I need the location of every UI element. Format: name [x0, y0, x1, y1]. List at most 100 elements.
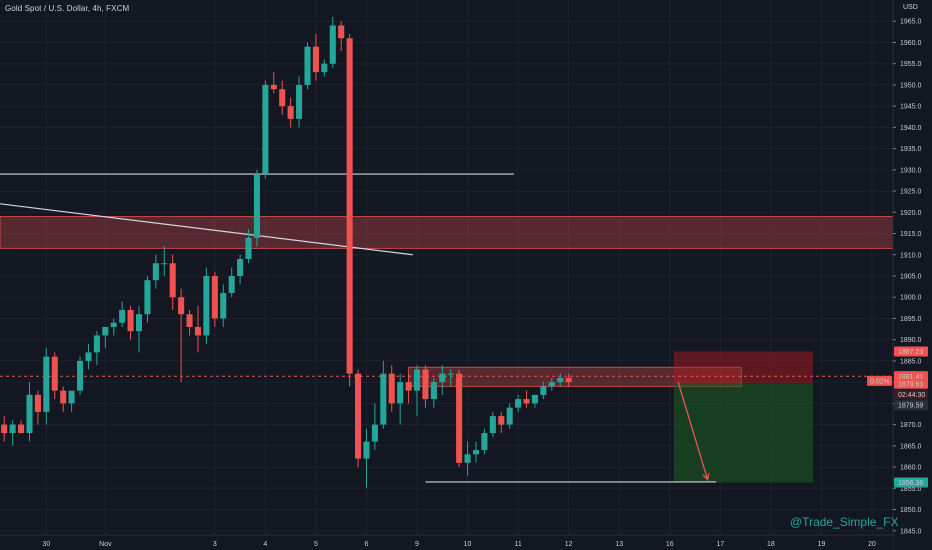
watermark: @Trade_Simple_FX: [790, 515, 899, 529]
price-label: [894, 389, 928, 400]
time-tick-label: 17: [716, 541, 724, 548]
candle: [211, 275, 218, 319]
candle: [203, 275, 210, 336]
candle: [557, 377, 564, 383]
candle: [110, 322, 117, 327]
price-tick-label: 1965.0: [900, 19, 922, 26]
price-axis[interactable]: [893, 0, 932, 550]
price-tick-label: 1845.0: [900, 528, 922, 535]
candle: [194, 326, 202, 336]
time-tick-label: 11: [514, 541, 521, 548]
candle: [346, 38, 353, 374]
time-tick-label: 6: [365, 541, 369, 548]
candle: [380, 373, 387, 425]
candle: [540, 386, 547, 395]
candle: [26, 394, 33, 434]
price-label: [894, 477, 928, 488]
candle: [489, 416, 496, 434]
price-tick-label: 1900.0: [900, 295, 922, 302]
time-tick-label: 5: [314, 541, 318, 548]
trendline: [0, 203, 413, 256]
percent-label-text: 0.02%: [870, 378, 890, 385]
candle: [178, 297, 185, 315]
price-tick-label: 1870.0: [900, 422, 922, 429]
percent-label: [867, 375, 892, 386]
candle: [270, 84, 277, 90]
price-tick-label: 1860.0: [900, 465, 922, 472]
price-tick-label: 1915.0: [900, 231, 922, 238]
price-label: [894, 378, 928, 389]
candle: [397, 382, 404, 404]
candle: [77, 360, 84, 391]
price-label: [894, 371, 928, 382]
price-label: [894, 346, 928, 357]
candle: [9, 424, 16, 434]
price-tick-label: 1925.0: [900, 189, 922, 196]
price-tick-label: 1905.0: [900, 273, 922, 280]
candle: [422, 369, 429, 400]
candle: [312, 46, 319, 73]
stop-loss-zone: [673, 351, 813, 384]
price-label-text: 1881.41: [898, 374, 923, 381]
candle: [447, 373, 454, 375]
candle: [287, 106, 294, 119]
price-tick-label: 1895.0: [900, 316, 922, 323]
candle: [405, 382, 412, 391]
price-label-text: 02:44:30: [898, 392, 925, 399]
candle: [228, 275, 235, 293]
candle: [371, 424, 378, 442]
price-tick-label: 1930.0: [900, 167, 922, 174]
time-tick-label: 20: [868, 541, 876, 548]
candle: [245, 237, 252, 260]
take-profit-zone: [673, 383, 813, 483]
candle: [220, 292, 227, 319]
candle: [565, 377, 572, 383]
candle: [237, 259, 244, 276]
candle: [329, 25, 336, 64]
projection-arrow: [677, 381, 709, 480]
time-tick-label: Nov: [99, 541, 112, 548]
candle: [548, 382, 555, 387]
time-axis[interactable]: [0, 535, 893, 550]
candle: [127, 309, 134, 332]
candle: [93, 335, 100, 353]
price-tick-label: 1935.0: [900, 146, 922, 153]
candle: [523, 399, 530, 404]
currency-label: USD: [903, 4, 918, 11]
candle: [304, 46, 311, 85]
candle: [144, 280, 151, 315]
candle: [456, 373, 463, 463]
candle: [413, 369, 421, 391]
price-tick-label: 1850.0: [900, 507, 922, 514]
candle: [515, 399, 522, 408]
time-tick-label: 3: [213, 541, 217, 548]
candle: [119, 309, 126, 323]
candle: [34, 394, 41, 412]
price-label-text: 1879.63: [898, 381, 923, 388]
supply-zone: [0, 216, 894, 249]
time-tick-label: 9: [415, 541, 419, 548]
price-label-text: 1879.59: [898, 403, 923, 410]
candle: [338, 25, 345, 39]
candle: [355, 373, 362, 459]
time-tick-label: 16: [666, 541, 674, 548]
price-tick-label: 1890.0: [900, 337, 922, 344]
price-label: [894, 400, 928, 411]
price-tick-label: 1920.0: [900, 210, 922, 217]
candle: [161, 263, 168, 265]
candle: [464, 454, 471, 463]
candle: [85, 352, 92, 361]
price-tick-label: 1940.0: [900, 125, 922, 132]
candle: [498, 416, 505, 425]
candle: [152, 263, 159, 281]
time-tick-label: 12: [565, 541, 573, 548]
candle: [51, 356, 58, 391]
candle: [388, 373, 395, 404]
time-tick-label: 13: [615, 541, 623, 548]
candle: [439, 373, 446, 383]
candle: [253, 174, 260, 238]
time-tick-label: 10: [464, 541, 472, 548]
candle: [363, 441, 370, 459]
